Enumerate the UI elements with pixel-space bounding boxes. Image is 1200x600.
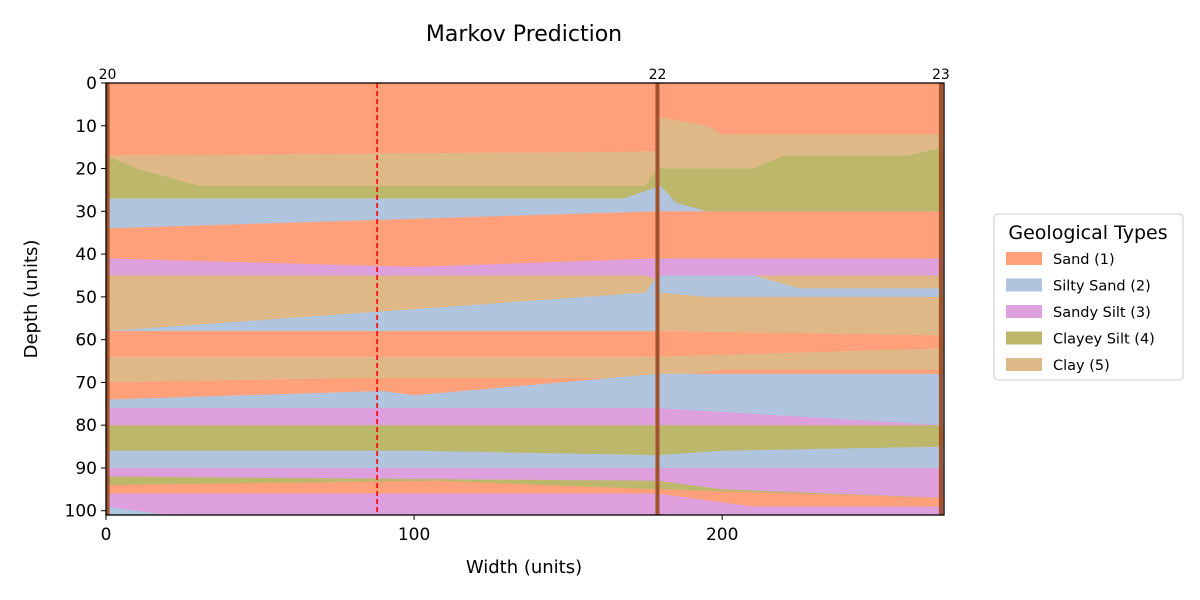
chart-title: Markov Prediction: [426, 22, 622, 47]
y-tick-label: 70: [75, 373, 97, 393]
y-axis-label: Depth (units): [21, 240, 42, 359]
well-23-label: 23: [932, 67, 950, 83]
overlay: 20 22 23: [99, 67, 950, 515]
y-tick-label: 90: [75, 459, 97, 479]
y-tick-label: 20: [75, 160, 97, 180]
legend-title: Geological Types: [1008, 222, 1167, 244]
well-20-label: 20: [99, 67, 117, 83]
y-tick-label: 50: [75, 288, 97, 308]
y-tick-label: 60: [75, 331, 97, 351]
y-tick-label: 100: [65, 502, 97, 522]
plot-area: [106, 83, 944, 515]
legend-swatch-5: [1006, 358, 1042, 371]
well-22-label: 22: [649, 67, 667, 83]
legend-swatch-3: [1006, 305, 1042, 318]
legend-label-5: Clay (5): [1053, 358, 1110, 374]
legend-swatch-4: [1006, 331, 1042, 345]
legend: Geological Types Sand (1) Silty Sand (2) S…: [993, 213, 1184, 381]
legend-swatch-2: [1006, 278, 1042, 292]
y-tick-label: 10: [75, 117, 97, 137]
y-tick-label: 80: [75, 416, 97, 436]
x-axis: 0 100 200: [101, 515, 738, 545]
x-tick-label: 100: [398, 525, 430, 545]
y-tick-label: 40: [75, 245, 97, 265]
y-tick-label: 30: [75, 202, 97, 222]
legend-swatch-1: [1006, 252, 1042, 265]
y-axis: 0 10 20 30 40 50 60 70 80 90 100: [65, 74, 106, 522]
legend-label-3: Sandy Silt (3): [1053, 305, 1151, 321]
y-tick-label: 0: [86, 74, 97, 94]
x-tick-label: 200: [706, 525, 738, 545]
legend-label-4: Clayey Silt (4): [1053, 332, 1155, 348]
layer-19: [106, 493, 944, 515]
legend-label-2: Silty Sand (2): [1053, 279, 1151, 295]
x-tick-label: 0: [101, 525, 112, 545]
legend-label-1: Sand (1): [1053, 252, 1115, 268]
x-axis-label: Width (units): [466, 557, 582, 578]
plot-frame: [105, 82, 945, 516]
